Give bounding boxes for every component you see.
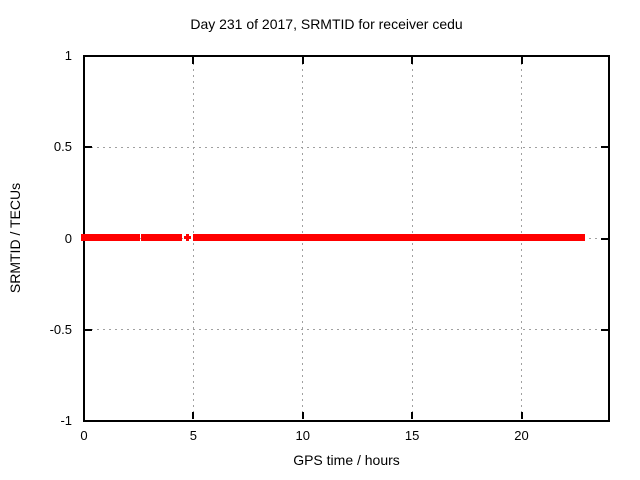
x-tick-bottom-15 [411, 412, 414, 419]
x-tick-bottom-10 [301, 412, 304, 419]
chart-title: Day 231 of 2017, SRMTID for receiver ced… [190, 16, 463, 32]
x-tick-top-5 [192, 57, 195, 64]
data-point-marker-v-0 [186, 234, 190, 241]
y-tick-right-0.5 [601, 146, 608, 149]
y-tick-right--0.5 [601, 328, 608, 331]
x-tick-label-20: 20 [514, 428, 529, 443]
x-tick-label-5: 5 [189, 428, 197, 443]
x-tick-top-15 [411, 57, 414, 64]
gridline-y--0.5 [85, 329, 608, 331]
data-series-segment-1 [141, 234, 183, 241]
x-tick-top-20 [520, 57, 523, 64]
x-axis-label: GPS time / hours [293, 452, 400, 468]
y-axis-label: SRMTID / TECUs [7, 182, 23, 294]
y-tick-label-0.5: 0.5 [53, 139, 72, 155]
x-tick-bottom-20 [520, 412, 523, 419]
y-tick-right-0 [601, 237, 608, 240]
y-tick-left-0.5 [85, 146, 92, 149]
x-tick-label-10: 10 [295, 428, 310, 443]
y-tick-label-0: 0 [64, 230, 72, 246]
x-tick-label-15: 15 [404, 428, 420, 443]
gridline-y-0.5 [85, 146, 608, 148]
y-tick-label--0.5: -0.5 [49, 321, 72, 337]
y-tick-left--0.5 [85, 328, 92, 331]
data-series-segment-2 [192, 234, 585, 241]
x-tick-label-0: 0 [80, 428, 88, 443]
x-tick-top-10 [301, 57, 304, 64]
y-tick-label-1: 1 [64, 48, 72, 63]
data-series-segment-0 [81, 234, 140, 241]
x-tick-bottom-5 [192, 412, 195, 419]
y-tick-label--1: -1 [60, 413, 72, 428]
